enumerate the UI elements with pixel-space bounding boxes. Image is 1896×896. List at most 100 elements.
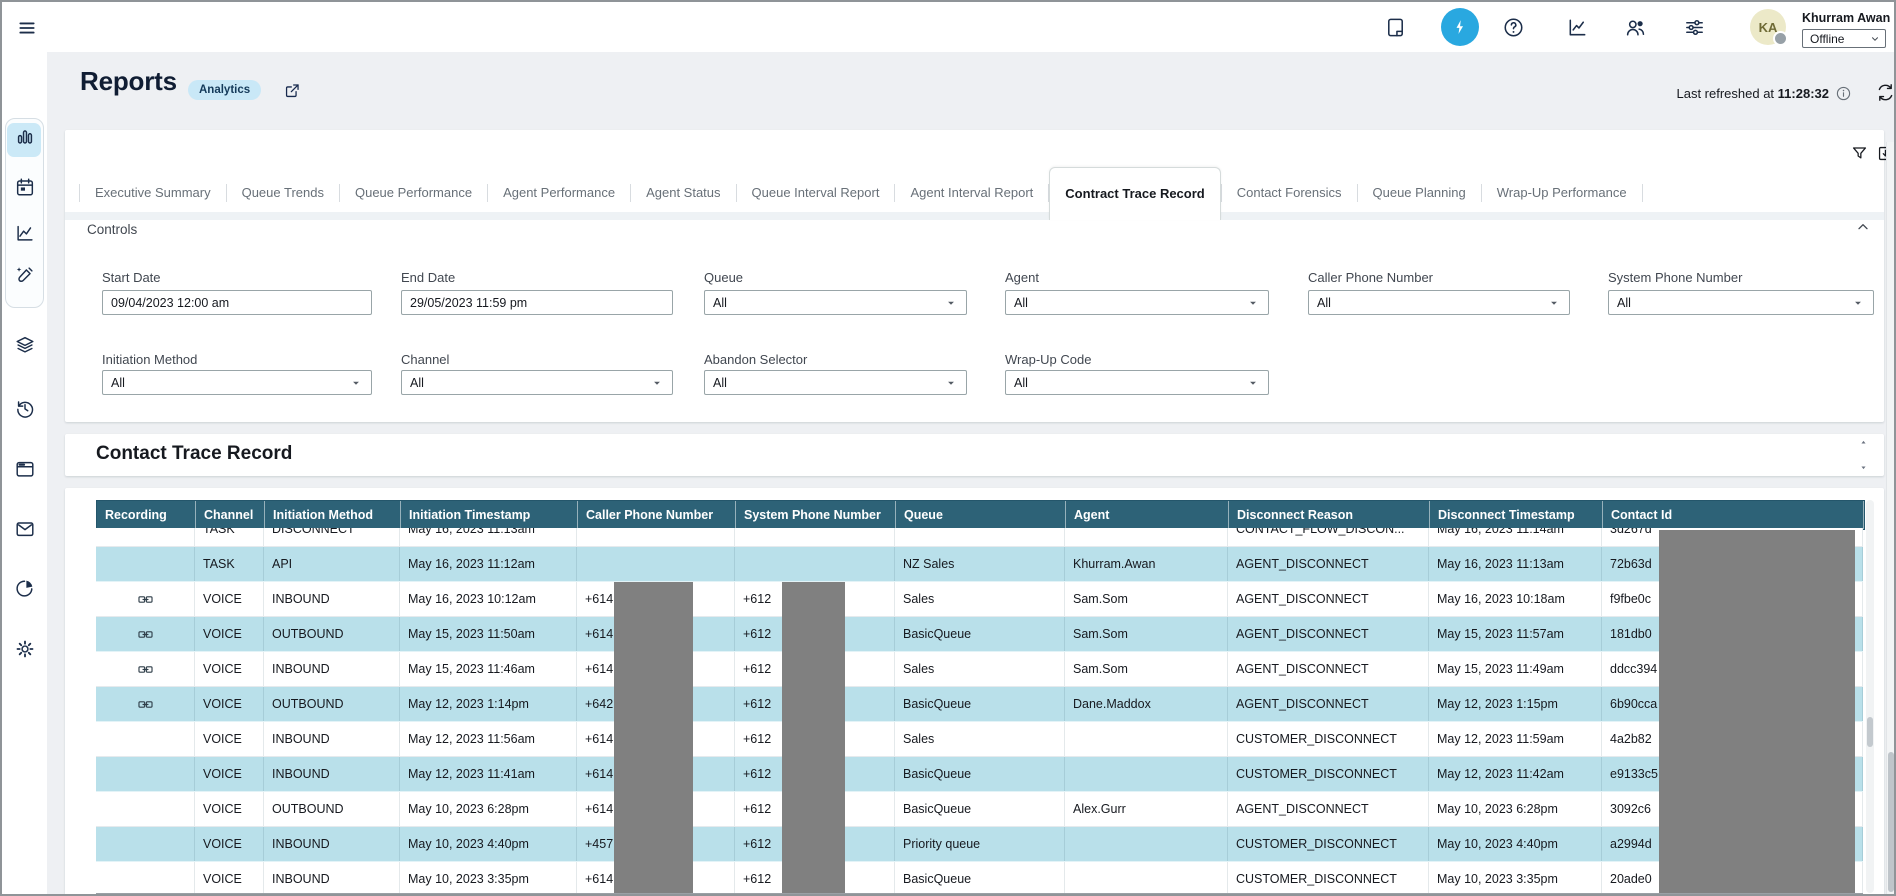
refresh-icon[interactable] bbox=[1874, 81, 1894, 103]
status-select-value: Offline bbox=[1810, 31, 1845, 46]
sidebar-item-gear-icon[interactable] bbox=[13, 637, 37, 661]
filter-input-end-date[interactable]: 29/05/2023 11:59 pm bbox=[401, 290, 673, 315]
column-header-disconnect-timestamp[interactable]: Disconnect Timestamp bbox=[1430, 501, 1603, 529]
table-row[interactable]: VOICE INBOUND May 10, 2023 4:40pm +457 +612 P… bbox=[96, 827, 1863, 862]
filter-select-agent[interactable]: All bbox=[1005, 290, 1269, 315]
scroll-up-icon[interactable] bbox=[1859, 439, 1868, 448]
sidebar-item-window-icon[interactable] bbox=[13, 457, 37, 481]
table-row[interactable]: VOICE INBOUND May 12, 2023 11:56am +614 +612… bbox=[96, 722, 1863, 757]
cell-queue: BasicQueue bbox=[895, 687, 1065, 721]
table-row[interactable]: VOICE INBOUND May 10, 2023 3:35pm +614 +612 B… bbox=[96, 862, 1863, 893]
tab-contact-forensics[interactable]: Contact Forensics bbox=[1236, 185, 1342, 200]
sidebar-item-mail-icon[interactable] bbox=[13, 517, 37, 541]
tab-queue-trends[interactable]: Queue Trends bbox=[241, 185, 324, 200]
table-row[interactable]: VOICE OUTBOUND May 12, 2023 1:14pm +642 +612… bbox=[96, 687, 1863, 722]
page-scrollbar-thumb[interactable] bbox=[1888, 752, 1894, 892]
table-row[interactable]: TASK DISCONNECT May 16, 2023 11:13am CONTAC… bbox=[96, 528, 1863, 547]
tab-agent-interval-report[interactable]: Agent Interval Report bbox=[910, 185, 1034, 200]
column-header-queue[interactable]: Queue bbox=[896, 501, 1066, 529]
users-icon[interactable] bbox=[1623, 15, 1647, 39]
cell-reason: CUSTOMER_DISCONNECT bbox=[1228, 827, 1429, 861]
metrics-icon[interactable] bbox=[1565, 15, 1589, 39]
table-row[interactable]: VOICE INBOUND May 12, 2023 11:41am +614 +612… bbox=[96, 757, 1863, 792]
filter-select-caller-phone-number[interactable]: All bbox=[1308, 290, 1570, 315]
cell-channel: VOICE bbox=[195, 862, 264, 893]
column-header-initiation-method[interactable]: Initiation Method bbox=[265, 501, 401, 529]
table-row[interactable]: TASK API May 16, 2023 11:12am NZ Sales Khurr… bbox=[96, 547, 1863, 582]
filter-select-channel[interactable]: All bbox=[401, 370, 673, 395]
contact-id-start: 4a2b82 bbox=[1610, 732, 1652, 746]
table-row[interactable]: VOICE INBOUND May 16, 2023 10:12am +614 +612… bbox=[96, 582, 1863, 617]
contact-id-start: e9133c5 bbox=[1610, 767, 1658, 781]
cell-method: DISCONNECT bbox=[264, 528, 400, 546]
table-hscrollbar[interactable] bbox=[96, 893, 1863, 894]
filter-select-wrap-up-code[interactable]: All bbox=[1005, 370, 1269, 395]
help-icon[interactable] bbox=[1501, 15, 1525, 39]
cell-agent bbox=[1065, 757, 1228, 791]
filter-select-system-phone-number[interactable]: All bbox=[1608, 290, 1874, 315]
page-scrollbar-track[interactable] bbox=[1886, 142, 1894, 894]
table-scrollbar-thumb[interactable] bbox=[1867, 717, 1873, 747]
table-row[interactable]: VOICE OUTBOUND May 10, 2023 6:28pm +614 +612… bbox=[96, 792, 1863, 827]
filter-select-queue[interactable]: All bbox=[704, 290, 967, 315]
sidebar-item-history-icon[interactable] bbox=[13, 396, 37, 420]
caret-down-icon bbox=[944, 376, 958, 390]
tab-separator bbox=[1641, 184, 1643, 202]
column-header-channel[interactable]: Channel bbox=[196, 501, 265, 529]
filter-input-start-date[interactable]: 09/04/2023 12:00 am bbox=[102, 290, 372, 315]
cell-initiated: May 12, 2023 1:14pm bbox=[400, 687, 577, 721]
cell-recording bbox=[96, 687, 195, 721]
collapse-controls-icon[interactable] bbox=[1854, 218, 1872, 236]
cell-agent bbox=[1065, 528, 1228, 546]
filter-select-abandon-selector[interactable]: All bbox=[704, 370, 967, 395]
sidebar-item-layers-icon[interactable] bbox=[13, 333, 37, 357]
table-scrollbar-track[interactable] bbox=[1866, 500, 1874, 893]
cell-method: OUTBOUND bbox=[264, 687, 400, 721]
tab-agent-status[interactable]: Agent Status bbox=[646, 185, 721, 200]
cell-system: +612 bbox=[735, 722, 895, 756]
external-link-icon[interactable] bbox=[281, 79, 303, 101]
recording-link-icon[interactable] bbox=[137, 591, 154, 608]
cell-disconnected: May 12, 2023 11:59am bbox=[1429, 722, 1602, 756]
avatar[interactable]: KA bbox=[1750, 9, 1788, 46]
tab-wrap-up-performance[interactable]: Wrap-Up Performance bbox=[1496, 185, 1627, 200]
column-header-disconnect-reason[interactable]: Disconnect Reason bbox=[1229, 501, 1430, 529]
cell-caller: +614 bbox=[577, 617, 735, 651]
menu-icon[interactable] bbox=[16, 17, 38, 39]
tab-queue-performance[interactable]: Queue Performance bbox=[354, 185, 473, 200]
tab-executive-summary[interactable]: Executive Summary bbox=[95, 185, 211, 200]
status-select[interactable]: Offline bbox=[1802, 29, 1886, 48]
filter-select-initiation-method[interactable]: All bbox=[102, 370, 372, 395]
tab-agent-performance[interactable]: Agent Performance bbox=[503, 185, 616, 200]
column-header-agent[interactable]: Agent bbox=[1066, 501, 1229, 529]
tab-queue-interval-report[interactable]: Queue Interval Report bbox=[751, 185, 880, 200]
sidebar-item-bar-chart-icon[interactable] bbox=[13, 125, 37, 149]
table-row[interactable]: VOICE OUTBOUND May 15, 2023 11:50am +614 +61… bbox=[96, 617, 1863, 652]
flash-icon[interactable] bbox=[1441, 8, 1479, 46]
sidebar-item-pie-chart-icon[interactable] bbox=[13, 576, 37, 600]
column-header-system-phone-number[interactable]: System Phone Number bbox=[736, 501, 896, 529]
cell-recording bbox=[96, 757, 195, 791]
table-row[interactable]: VOICE INBOUND May 15, 2023 11:46am +614 +612… bbox=[96, 652, 1863, 687]
cell-initiated: May 16, 2023 10:12am bbox=[400, 582, 577, 616]
recording-link-icon[interactable] bbox=[137, 661, 154, 678]
column-header-contact-id[interactable]: Contact Id bbox=[1603, 501, 1864, 529]
sliders-icon[interactable] bbox=[1682, 15, 1706, 39]
sidebar-item-line-chart-icon[interactable] bbox=[13, 221, 37, 245]
filter-label-channel: Channel bbox=[401, 352, 450, 367]
scroll-down-icon[interactable] bbox=[1859, 462, 1868, 471]
tab-queue-planning[interactable]: Queue Planning bbox=[1372, 185, 1466, 200]
notes-icon[interactable] bbox=[1383, 15, 1407, 39]
column-header-recording[interactable]: Recording bbox=[97, 501, 196, 529]
column-header-initiation-timestamp[interactable]: Initiation Timestamp bbox=[401, 501, 578, 529]
filter-icon[interactable] bbox=[1848, 142, 1870, 164]
heading-scroll-spinner[interactable] bbox=[1855, 439, 1871, 471]
cell-disconnected: May 15, 2023 11:57am bbox=[1429, 617, 1602, 651]
column-header-caller-phone-number[interactable]: Caller Phone Number bbox=[578, 501, 736, 529]
recording-link-icon[interactable] bbox=[137, 626, 154, 643]
info-icon[interactable] bbox=[1834, 84, 1852, 102]
recording-link-icon[interactable] bbox=[137, 696, 154, 713]
tab-contract-trace-record[interactable]: Contract Trace Record bbox=[1049, 167, 1221, 220]
sidebar-item-calendar-icon[interactable] bbox=[13, 175, 37, 199]
sidebar-item-brush-icon[interactable] bbox=[13, 263, 37, 287]
